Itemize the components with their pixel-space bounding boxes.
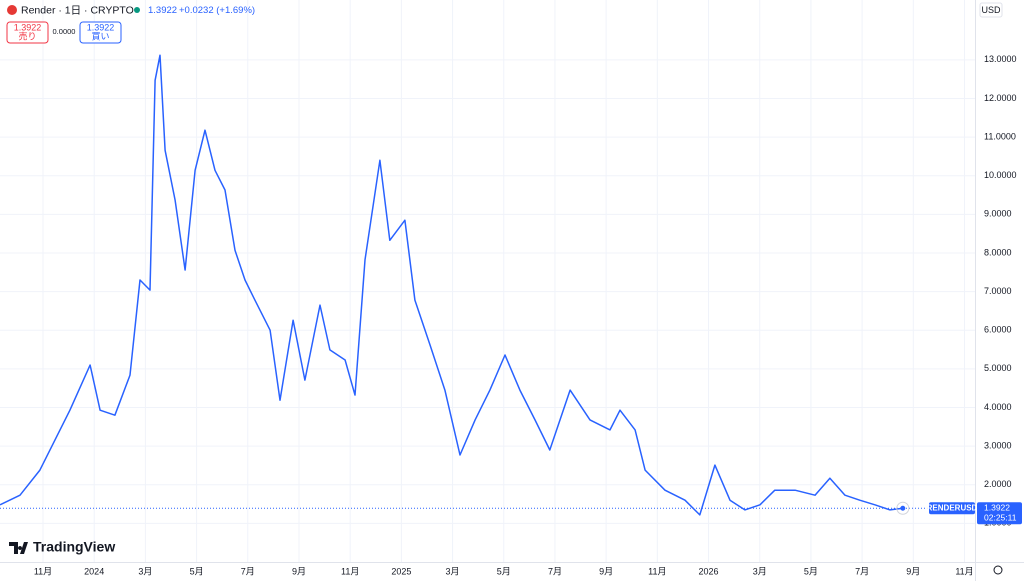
x-tick-label: 9月 xyxy=(292,566,306,576)
countdown: 02:25:11 xyxy=(984,512,1017,522)
x-tick-label: 7月 xyxy=(548,566,562,576)
x-tick-label: 3月 xyxy=(138,566,152,576)
x-tick-label: 3月 xyxy=(753,566,767,576)
logo-mark xyxy=(9,542,28,554)
x-tick-label: 11月 xyxy=(648,566,666,576)
y-tick-label: 4.0000 xyxy=(984,402,1012,412)
y-tick-label: 6.0000 xyxy=(984,325,1012,335)
currency[interactable]: USD xyxy=(981,5,1001,15)
sell-price[interactable]: 1.3922 xyxy=(14,22,42,32)
price-tag-box xyxy=(977,502,1022,525)
buy-price[interactable]: 1.3922 xyxy=(87,22,115,32)
x-tick-label: 2024 xyxy=(84,566,104,576)
x-tick-label: 11月 xyxy=(341,566,359,576)
x-tick-label: 2026 xyxy=(699,566,719,576)
x-tick-label: 5月 xyxy=(497,566,511,576)
x-tick-label: 5月 xyxy=(190,566,204,576)
price-tag: 1.3922 xyxy=(984,502,1010,512)
status-dot xyxy=(134,7,140,13)
header: Render · 1日 · CRYPTO 1.3922 +0.0232 (+1.… xyxy=(6,4,255,44)
sell-button[interactable] xyxy=(6,21,49,44)
ticker-tag-box xyxy=(929,502,975,515)
currency-box[interactable] xyxy=(979,2,1003,18)
sell-label[interactable]: 売り xyxy=(18,30,36,41)
x-tick-label: 7月 xyxy=(855,566,869,576)
x-tick-label: 2025 xyxy=(391,566,411,576)
grid xyxy=(0,0,975,562)
ticker-tag: RENDERUSD xyxy=(927,503,978,512)
y-tick-label: 7.0000 xyxy=(984,286,1012,296)
last-price: 1.3922 xyxy=(148,5,177,16)
brand: TradingView xyxy=(33,539,115,555)
y-tick-label: 3.0000 xyxy=(984,440,1012,450)
axes: 1.00002.00003.00004.00005.00006.00007.00… xyxy=(34,54,1017,576)
y-tick-label: 8.0000 xyxy=(984,247,1012,257)
buy-button[interactable] xyxy=(79,21,122,44)
x-tick-label: 9月 xyxy=(906,566,920,576)
x-tick-label: 9月 xyxy=(599,566,613,576)
logo: TradingView xyxy=(9,539,115,555)
symbol[interactable]: Render · 1日 · CRYPTO xyxy=(21,4,134,16)
x-tick-label: 5月 xyxy=(804,566,818,576)
plot xyxy=(0,54,975,516)
x-tick-label: 11月 xyxy=(955,566,973,576)
last-point xyxy=(900,505,906,511)
x-tick-label: 3月 xyxy=(446,566,460,576)
y-tick-label: 11.0000 xyxy=(984,131,1016,141)
buy-label[interactable]: 買い xyxy=(91,31,109,41)
spread: 0.0000 xyxy=(53,27,76,36)
x-tick-label: 7月 xyxy=(241,566,255,576)
y-tick-label: 12.0000 xyxy=(984,93,1017,103)
y-tick-label: 10.0000 xyxy=(984,170,1017,180)
y-tick-label: 5.0000 xyxy=(984,363,1012,373)
last-point-halo xyxy=(896,501,910,515)
x-tick-label: 11月 xyxy=(34,566,52,576)
symbol-icon xyxy=(7,5,17,15)
y-tick-label: 2.0000 xyxy=(984,479,1012,489)
y-tick-label: 13.0000 xyxy=(984,54,1017,64)
change: +0.0232 (+1.69%) xyxy=(179,5,255,16)
price-line xyxy=(0,54,903,516)
settings-icon[interactable] xyxy=(993,565,1003,575)
y-tick-label: 9.0000 xyxy=(984,209,1012,219)
